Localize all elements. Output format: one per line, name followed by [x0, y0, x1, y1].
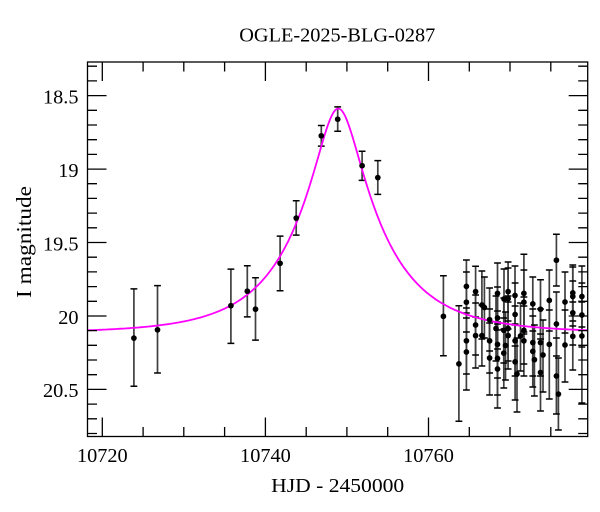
svg-text:20: 20	[58, 307, 78, 329]
svg-text:10740: 10740	[240, 445, 291, 467]
svg-text:I magnitude: I magnitude	[12, 186, 36, 298]
svg-text:19: 19	[58, 160, 78, 182]
svg-text:OGLE-2025-BLG-0287: OGLE-2025-BLG-0287	[239, 25, 435, 47]
svg-text:18.5: 18.5	[43, 86, 79, 108]
svg-text:19.5: 19.5	[43, 233, 79, 255]
svg-text:HJD - 2450000: HJD - 2450000	[271, 475, 404, 497]
svg-text:10720: 10720	[77, 445, 128, 467]
svg-text:20.5: 20.5	[43, 380, 79, 402]
svg-text:10760: 10760	[403, 445, 454, 467]
